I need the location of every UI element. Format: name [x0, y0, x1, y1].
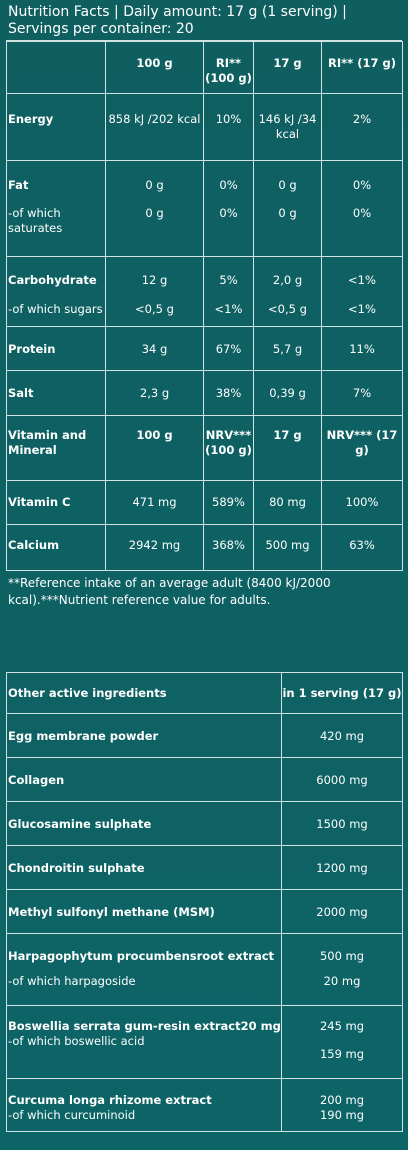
ingredient-name-cell: Harpagophytum procumbensroot extract -of…	[6, 933, 282, 1006]
cell: 368%	[203, 524, 254, 571]
cell: 12 g <0,5 g	[105, 256, 204, 327]
cell: 2,3 g	[105, 370, 204, 416]
ingredient-amount: 2000 mg	[281, 889, 403, 934]
ingredient-amount: 1200 mg	[281, 845, 403, 890]
cell: 17 g	[253, 415, 322, 481]
row-sublabel: -of which sugars	[8, 302, 103, 316]
cell: 67%	[203, 326, 254, 371]
cell: 500 mg	[253, 524, 322, 571]
table-row: Collagen 6000 mg	[6, 757, 403, 802]
cell: 0 g 0 g	[105, 160, 204, 257]
table-row: Vitamin and Mineral 100 g NRV*** (100 g)…	[6, 415, 403, 481]
ingredient-name-cell: Curcuma longa rhizome extract -of which …	[6, 1078, 282, 1132]
row-label: Calcium	[6, 524, 106, 571]
nutrition-title: Nutrition Facts | Daily amount: 17 g (1 …	[6, 4, 402, 41]
table-row: Carbohydrate -of which sugars 12 g <0,5 …	[6, 256, 403, 327]
row-label: Energy	[6, 93, 106, 161]
table-row: Glucosamine sulphate 1500 mg	[6, 801, 403, 846]
header-ri-100g: RI** (100 g)	[203, 41, 254, 94]
cell: 0 g 0 g	[253, 160, 322, 257]
cell: 146 kJ /34 kcal	[253, 93, 322, 161]
nutrition-table: 100 g RI** (100 g) 17 g RI** (17 g) Ener…	[6, 41, 403, 571]
ingredients-header-label: Other active ingredients	[6, 672, 282, 714]
ingredient-name: Methyl sulfonyl methane (MSM)	[6, 889, 282, 934]
row-label: Fat	[8, 178, 29, 192]
cell: 5,7 g	[253, 326, 322, 371]
ingredient-amount: 1500 mg	[281, 801, 403, 846]
ingredient-amount-cell: 245 mg 159 mg	[281, 1005, 403, 1079]
row-label-cell: Fat -of which saturates	[6, 160, 106, 257]
cell: 10%	[203, 93, 254, 161]
cell: 34 g	[105, 326, 204, 371]
row-label: Protein	[6, 326, 106, 371]
ingredient-name: Egg membrane powder	[6, 713, 282, 758]
ingredient-name: Glucosamine sulphate	[6, 801, 282, 846]
ingredient-amount-cell: 500 mg 20 mg	[281, 933, 403, 1006]
cell: 858 kJ /202 kcal	[105, 93, 204, 161]
row-label: Vitamin and Mineral	[6, 415, 106, 481]
cell: 38%	[203, 370, 254, 416]
cell: <1% <1%	[321, 256, 403, 327]
table-row: Chondroitin sulphate 1200 mg	[6, 845, 403, 890]
ingredient-subname: -of which boswellic acid	[8, 1034, 145, 1048]
ingredient-name: Curcuma longa rhizome extract	[8, 1093, 212, 1107]
table-row: Protein 34 g 67% 5,7 g 11%	[6, 326, 403, 371]
cell: 5% <1%	[203, 256, 254, 327]
row-label: Salt	[6, 370, 106, 416]
cell: 2942 mg	[105, 524, 204, 571]
ingredient-name: Harpagophytum procumbensroot extract	[8, 949, 275, 963]
table-row: Fat -of which saturates 0 g 0 g 0% 0% 0 …	[6, 160, 403, 257]
header-100g: 100 g	[105, 41, 204, 94]
table-row: Egg membrane powder 420 mg	[6, 713, 403, 758]
cell: 80 mg	[253, 480, 322, 525]
ingredients-header-amount: in 1 serving (17 g)	[281, 672, 403, 714]
ingredient-name: Chondroitin sulphate	[6, 845, 282, 890]
cell: 7%	[321, 370, 403, 416]
row-sublabel: -of which saturates	[8, 206, 63, 235]
table-row: Energy 858 kJ /202 kcal 10% 146 kJ /34 k…	[6, 93, 403, 161]
row-label-cell: Carbohydrate -of which sugars	[6, 256, 106, 327]
ingredient-amount-cell: 200 mg 190 mg	[281, 1078, 403, 1132]
ingredients-table: Other active ingredients in 1 serving (1…	[6, 672, 403, 1132]
cell: 471 mg	[105, 480, 204, 525]
header-17g: 17 g	[253, 41, 322, 94]
cell: 63%	[321, 524, 403, 571]
ingredient-amount: 6000 mg	[281, 757, 403, 802]
cell: NRV*** (17 g)	[321, 415, 403, 481]
ingredient-subname: -of which curcuminoid	[8, 1108, 136, 1122]
table-row: Boswellia serrata gum-resin extract20 mg…	[6, 1005, 403, 1079]
cell: 100%	[321, 480, 403, 525]
ingredient-amount: 420 mg	[281, 713, 403, 758]
table-row: Harpagophytum procumbensroot extract -of…	[6, 933, 403, 1006]
cell: 0,39 g	[253, 370, 322, 416]
cell: NRV*** (100 g)	[203, 415, 254, 481]
nutrition-facts-panel: Nutrition Facts | Daily amount: 17 g (1 …	[6, 4, 403, 609]
footnote: **Reference intake of an average adult (…	[8, 576, 331, 607]
cell: 0% 0%	[321, 160, 403, 257]
table-row: Other active ingredients in 1 serving (1…	[6, 672, 403, 714]
cell: 0% 0%	[203, 160, 254, 257]
row-label: Carbohydrate	[8, 273, 97, 287]
header-ri-17g: RI** (17 g)	[321, 41, 403, 94]
ingredient-name: Boswellia serrata gum-resin extract20 mg	[8, 1019, 281, 1033]
table-row: 100 g RI** (100 g) 17 g RI** (17 g)	[6, 41, 403, 94]
table-row: Curcuma longa rhizome extract -of which …	[6, 1078, 403, 1132]
row-label: Vitamin C	[6, 480, 106, 525]
table-row: Calcium 2942 mg 368% 500 mg 63%	[6, 524, 403, 571]
title-line-1: Nutrition Facts | Daily amount: 17 g (1 …	[8, 4, 347, 20]
table-row: Salt 2,3 g 38% 0,39 g 7%	[6, 370, 403, 416]
table-row: Methyl sulfonyl methane (MSM) 2000 mg	[6, 889, 403, 934]
cell: 11%	[321, 326, 403, 371]
cell: 589%	[203, 480, 254, 525]
ingredient-name: Collagen	[6, 757, 282, 802]
title-line-2: Servings per container: 20	[8, 21, 194, 37]
ingredient-subname: -of which harpagoside	[8, 974, 136, 988]
cell: 100 g	[105, 415, 204, 481]
ingredient-name-cell: Boswellia serrata gum-resin extract20 mg…	[6, 1005, 282, 1079]
cell: 2%	[321, 93, 403, 161]
cell: 2,0 g <0,5 g	[253, 256, 322, 327]
header-empty	[6, 41, 106, 94]
table-row: Vitamin C 471 mg 589% 80 mg 100%	[6, 480, 403, 525]
